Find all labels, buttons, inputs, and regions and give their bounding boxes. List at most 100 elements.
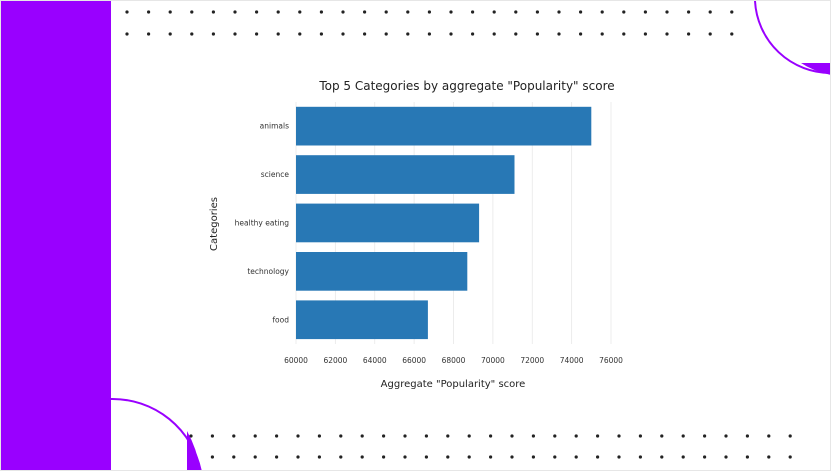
y-tick-label: technology: [247, 267, 289, 276]
dot: [363, 32, 367, 36]
dot: [233, 10, 237, 14]
dot: [317, 434, 321, 438]
dot: [382, 434, 386, 438]
dot: [724, 434, 728, 438]
dot: [406, 10, 410, 14]
dot: [360, 455, 364, 459]
dot: [724, 455, 728, 459]
dot: [360, 434, 364, 438]
x-tick-label: 74000: [560, 356, 584, 365]
y-tick-labels: animals science healthy eating technology fo…: [235, 122, 290, 325]
dot: [427, 10, 431, 14]
dot: [298, 32, 302, 36]
x-tick-label: 68000: [442, 356, 466, 365]
y-axis-label: Categories: [209, 197, 220, 251]
dot: [384, 10, 388, 14]
dot: [341, 10, 345, 14]
dot: [427, 32, 431, 36]
dot: [406, 32, 410, 36]
dot: [319, 32, 323, 36]
dot: [681, 455, 685, 459]
y-tick-label: science: [261, 170, 290, 179]
x-tick-label: 62000: [323, 356, 347, 365]
dot: [210, 434, 214, 438]
dot: [296, 434, 300, 438]
dot: [296, 455, 300, 459]
dot: [557, 10, 561, 14]
dot: [622, 10, 626, 14]
dot: [535, 10, 540, 14]
dot: [298, 10, 302, 14]
dot: [125, 10, 129, 14]
dot: [665, 10, 669, 14]
dot: [643, 32, 648, 36]
dot: [471, 10, 475, 14]
dot: [579, 10, 583, 14]
y-tick-label: healthy eating: [235, 219, 290, 228]
dot: [531, 434, 536, 438]
dot: [767, 455, 771, 459]
dot: [253, 455, 257, 459]
dot: [492, 32, 496, 36]
x-tick-label: 66000: [402, 356, 426, 365]
dot: [638, 434, 643, 438]
dot: [767, 434, 771, 438]
dot: [190, 10, 194, 14]
dot: [574, 434, 578, 438]
dot: [382, 455, 386, 459]
dot: [788, 434, 792, 438]
dot: [730, 32, 734, 36]
dot: [665, 32, 669, 36]
dot: [232, 434, 236, 438]
dot: [492, 10, 496, 14]
dot: [384, 32, 388, 36]
x-tick-label: 60000: [284, 356, 308, 365]
dot: [489, 455, 493, 459]
dot: [276, 32, 280, 36]
dot: [681, 434, 685, 438]
dot: [553, 455, 557, 459]
bar-healthy-eating: [296, 203, 480, 243]
dot: [703, 455, 707, 459]
dot: [574, 455, 578, 459]
dot: [471, 32, 475, 36]
dot: [687, 32, 691, 36]
dot: [687, 10, 691, 14]
dot: [168, 32, 172, 36]
dot: [147, 32, 151, 36]
dot: [211, 10, 215, 14]
arc-fill-bottom-left: [187, 431, 201, 470]
dot: [317, 455, 321, 459]
dot: [557, 32, 561, 36]
dot: [514, 32, 518, 36]
dot: [708, 32, 712, 36]
dot: [579, 32, 583, 36]
dot: [510, 434, 514, 438]
x-tick-label: 72000: [520, 356, 544, 365]
dot: [745, 455, 750, 459]
bar-food: [296, 300, 428, 340]
dot: [190, 32, 194, 36]
dot: [275, 434, 279, 438]
dot: [449, 32, 453, 36]
dot: [255, 32, 259, 36]
arc-fill-top-right: [801, 63, 830, 75]
bar-technology: [296, 252, 468, 291]
dot: [253, 434, 257, 438]
dot: [339, 455, 343, 459]
dot: [531, 455, 536, 459]
dot: [189, 434, 193, 438]
dot: [125, 32, 129, 36]
dot: [622, 32, 626, 36]
bar-science: [296, 155, 515, 194]
dot: [168, 10, 172, 14]
dot: [211, 32, 215, 36]
dot: [403, 455, 407, 459]
bars: [296, 106, 592, 340]
x-tick-label: 64000: [363, 356, 387, 365]
x-tick-label: 76000: [599, 356, 623, 365]
dot: [643, 10, 648, 14]
dot: [467, 434, 471, 438]
x-tick-labels: 60000 62000 64000 66000 68000 70000 72000 74000…: [284, 356, 623, 365]
